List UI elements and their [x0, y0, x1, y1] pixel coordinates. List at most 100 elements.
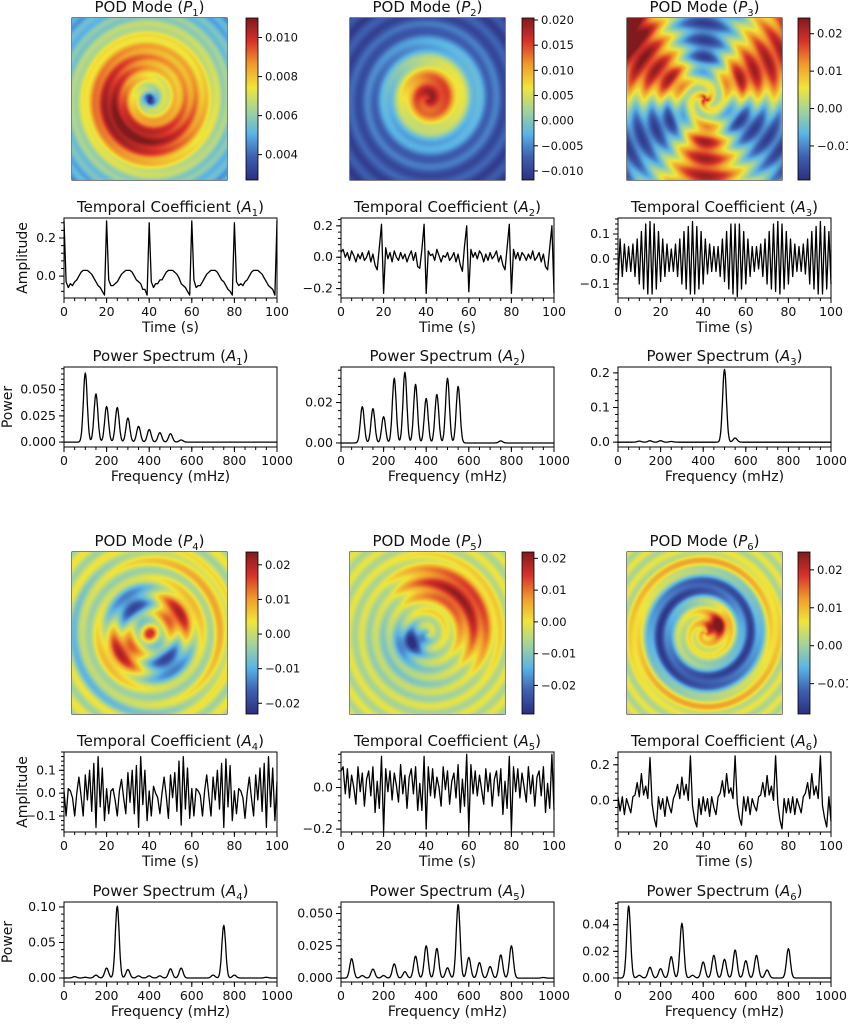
- y-tick-label: 0.050: [20, 382, 56, 397]
- x-tick-label: 400: [414, 988, 438, 1003]
- spectrum-line: [340, 903, 555, 979]
- colorbar-tick-label: −0.01: [817, 139, 848, 153]
- y-tick-label: 0.1: [590, 400, 610, 415]
- x-tick-label: 20: [376, 838, 392, 853]
- y-tick-label: −0.1: [580, 276, 610, 291]
- axes-frame: [617, 366, 832, 448]
- pod-mode-title: POD Mode (P6): [650, 532, 760, 553]
- y-axis-label: Amplitude: [15, 222, 31, 294]
- chart-title: Power Spectrum (A2): [370, 347, 526, 368]
- x-tick-label: 800: [222, 453, 246, 468]
- colorbar-tick-label: −0.02: [541, 678, 576, 692]
- y-tick-label: 0.10: [28, 899, 56, 914]
- time-series-line: [63, 220, 278, 296]
- x-axis-label: Time (s): [695, 854, 753, 870]
- time-series-line: [340, 753, 555, 832]
- x-tick-label: 80: [780, 304, 796, 319]
- spectrum-line: [340, 371, 555, 444]
- chart-title: Power Spectrum (A6): [647, 882, 803, 903]
- colorbar-tick-label: 0.01: [541, 583, 567, 597]
- y-tick-label: 0.02: [582, 943, 610, 958]
- colorbar: [797, 17, 811, 181]
- x-tick-label: 400: [691, 988, 715, 1003]
- x-tick-label: 0: [60, 453, 68, 468]
- x-tick-label: 400: [137, 453, 161, 468]
- x-tick-label: 800: [776, 453, 800, 468]
- colorbar-tick-label: 0.010: [541, 63, 574, 77]
- x-tick-label: 0: [337, 453, 345, 468]
- chart-title: Temporal Coefficient (A2): [353, 198, 541, 219]
- pod-mode-image: [72, 18, 227, 180]
- temporal-coefficient-chart: 0 20 40 60 80 100 Time (s) −0.1 0.0 0.1: [580, 217, 843, 336]
- y-axis-label: Amplitude: [15, 756, 31, 828]
- x-tick-label: 60: [461, 838, 477, 853]
- y-tick-label: 0.0: [590, 792, 610, 807]
- power-spectrum-chart: 0 200 400 600 800 1000 Frequency (mHz) 0.0 0.1 0.…: [590, 365, 847, 485]
- colorbar-tick-label: 0.02: [817, 563, 843, 577]
- x-tick-label: 200: [372, 988, 396, 1003]
- x-tick-label: 1000: [261, 453, 293, 468]
- axes-frame: [340, 751, 555, 833]
- x-tick-label: 800: [499, 988, 523, 1003]
- pod-mode-title: POD Mode (P1): [95, 0, 205, 19]
- x-tick-label: 0: [614, 453, 622, 468]
- x-tick-label: 600: [180, 988, 204, 1003]
- temporal-coefficient-chart: 0 20 40 60 80 100 Time (s) −0.2 0.0 0.2: [303, 217, 566, 336]
- y-tick-label: 0.00: [28, 970, 56, 985]
- y-tick-label: −0.2: [303, 281, 333, 296]
- pod-mode-title: POD Mode (P2): [373, 0, 483, 19]
- colorbar: [245, 17, 259, 181]
- temporal-coefficient-chart: 0 20 40 60 80 100 Time (s) 0.0 0.2: [590, 751, 843, 870]
- x-tick-label: 80: [780, 838, 796, 853]
- x-axis-label: Time (s): [418, 320, 476, 336]
- x-tick-label: 0: [60, 304, 68, 319]
- colorbar-tick-label: 0.008: [265, 70, 298, 84]
- x-tick-label: 0: [337, 988, 345, 1003]
- x-axis-label: Frequency (mHz): [665, 469, 784, 485]
- pod-mode-title: POD Mode (P3): [650, 0, 760, 19]
- x-tick-label: 60: [738, 838, 754, 853]
- y-tick-label: −0.1: [26, 808, 56, 823]
- x-axis-label: Time (s): [141, 320, 199, 336]
- axes-frame: [617, 901, 832, 983]
- colorbar-tick-label: 0.010: [265, 31, 298, 45]
- x-axis-label: Frequency (mHz): [111, 469, 230, 485]
- colorbar-tick-label: 0.02: [817, 27, 843, 41]
- y-tick-label: −0.2: [303, 821, 333, 836]
- x-axis-label: Time (s): [418, 854, 476, 870]
- y-tick-label: 0.1: [590, 226, 610, 241]
- x-tick-label: 400: [137, 988, 161, 1003]
- pod-mode-image: [72, 552, 227, 714]
- x-tick-label: 40: [695, 304, 711, 319]
- pod-mode-title: POD Mode (P4): [95, 532, 205, 553]
- x-tick-label: 600: [734, 453, 758, 468]
- x-tick-label: 40: [695, 838, 711, 853]
- x-tick-label: 40: [418, 838, 434, 853]
- y-tick-label: 0.0: [313, 780, 333, 795]
- axes-frame: [63, 901, 278, 983]
- x-tick-label: 400: [691, 453, 715, 468]
- y-tick-label: 0.000: [297, 970, 333, 985]
- x-tick-label: 80: [503, 838, 519, 853]
- y-tick-label: 0.025: [297, 938, 333, 953]
- colorbar-tick-label: 0.01: [817, 64, 843, 78]
- y-tick-label: 0.1: [36, 762, 56, 777]
- x-tick-label: 1000: [815, 453, 847, 468]
- x-tick-label: 60: [738, 304, 754, 319]
- y-tick-label: 0.2: [590, 757, 610, 772]
- x-tick-label: 100: [542, 838, 566, 853]
- x-axis-label: Frequency (mHz): [388, 1004, 507, 1020]
- y-tick-label: 0.000: [20, 434, 56, 449]
- y-axis-label: Power: [0, 921, 16, 964]
- x-tick-label: 20: [653, 304, 669, 319]
- y-tick-label: 0.050: [297, 906, 333, 921]
- time-series-line: [617, 755, 832, 830]
- y-tick-label: 0.0: [36, 268, 56, 283]
- y-tick-label: 0.2: [313, 218, 333, 233]
- temporal-coefficient-chart: 0 20 40 60 80 100 Time (s) −0.1 0.0 0.1 Amplitude: [15, 751, 289, 870]
- spectrum-line: [63, 905, 278, 979]
- chart-title: Power Spectrum (A3): [647, 347, 803, 368]
- y-tick-label: 0.0: [590, 434, 610, 449]
- x-tick-label: 200: [372, 453, 396, 468]
